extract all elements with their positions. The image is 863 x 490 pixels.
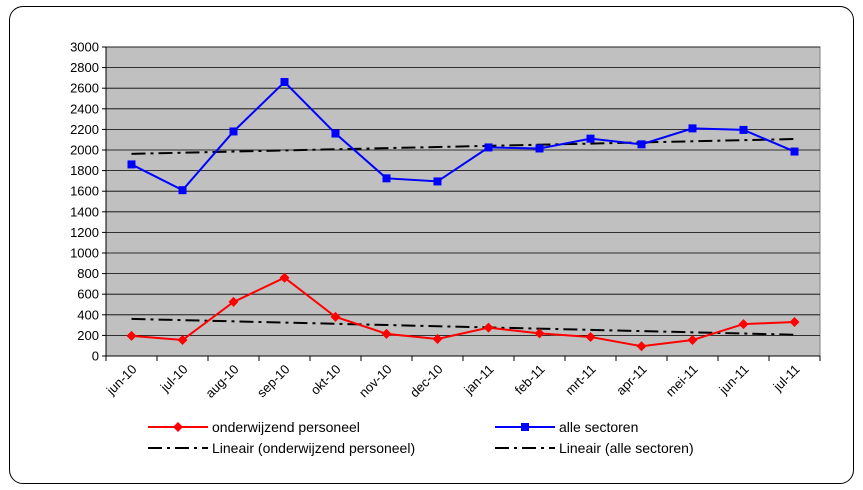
y-tick-label: 1400	[70, 204, 99, 219]
data-point	[789, 317, 800, 328]
data-point	[331, 129, 340, 138]
data-point	[535, 144, 544, 153]
data-point	[790, 147, 799, 156]
data-point	[432, 334, 443, 345]
legend-label: Lineair (alle sectoren)	[559, 440, 694, 456]
x-tick-label: jul-10	[157, 362, 191, 396]
y-tick-label: 1600	[70, 184, 99, 199]
legend-label: alle sectoren	[559, 419, 638, 435]
x-tick-label: jun-10	[103, 362, 140, 399]
x-tick-label: jan-11	[460, 362, 496, 398]
data-point	[178, 186, 187, 195]
data-point	[381, 328, 392, 339]
x-tick-label: sep-10	[254, 362, 293, 401]
x-tick-label: jun-11	[715, 362, 751, 398]
data-point	[586, 134, 595, 143]
data-point	[280, 78, 289, 87]
x-tick-label: dec-10	[407, 362, 446, 401]
y-tick-label: 2000	[70, 143, 99, 158]
x-tick-label: nov-10	[356, 362, 395, 401]
y-tick-label: 3000	[70, 40, 99, 55]
y-tick-label: 2600	[70, 81, 99, 96]
y-tick-label: 1200	[70, 225, 99, 240]
data-point	[688, 124, 697, 133]
data-point	[636, 341, 647, 352]
y-tick-label: 400	[77, 307, 99, 322]
y-tick-label: 200	[77, 328, 99, 343]
data-point	[126, 330, 137, 341]
y-tick-label: 600	[77, 287, 99, 302]
series-line-0	[131, 276, 795, 348]
series-line-1	[131, 80, 795, 192]
y-tick-label: 1000	[70, 246, 99, 261]
data-point	[687, 335, 698, 346]
data-point	[330, 311, 341, 322]
data-point	[585, 331, 596, 342]
legend-swatch-marker	[521, 423, 529, 431]
data-point	[433, 177, 442, 186]
data-point	[738, 319, 749, 330]
x-tick-label: aug-10	[202, 362, 241, 401]
trendline-0	[131, 317, 795, 336]
x-tick-label: mrt-11	[562, 362, 598, 398]
trendline-1	[131, 138, 795, 155]
plot-area	[105, 46, 821, 357]
y-tick-label: 1800	[70, 163, 99, 178]
x-tick-label: okt-10	[307, 362, 343, 398]
y-tick-label: 0	[92, 349, 99, 364]
data-point	[279, 272, 290, 283]
x-tick-label: apr-11	[613, 362, 650, 399]
data-point	[534, 328, 545, 339]
x-tick-label: mei-11	[663, 362, 701, 400]
data-point	[229, 127, 238, 136]
y-tick-label: 2200	[70, 122, 99, 137]
data-point	[483, 322, 494, 333]
data-point	[382, 174, 391, 183]
y-tick-label: 800	[77, 266, 99, 281]
data-point	[637, 140, 646, 149]
data-point	[739, 125, 748, 134]
x-tick-label: jul-11	[769, 362, 802, 395]
data-point	[127, 160, 136, 169]
y-tick-label: 2800	[70, 60, 99, 75]
data-point	[484, 143, 493, 152]
x-tick-label: feb-11	[512, 362, 548, 398]
y-tick-label: 2400	[70, 101, 99, 116]
legend-swatch-marker	[173, 422, 183, 432]
data-point	[228, 296, 239, 307]
legend-label: Lineair (onderwijzend personeel)	[212, 440, 415, 456]
legend-label: onderwijzend personeel	[212, 419, 360, 435]
data-point	[177, 335, 188, 346]
